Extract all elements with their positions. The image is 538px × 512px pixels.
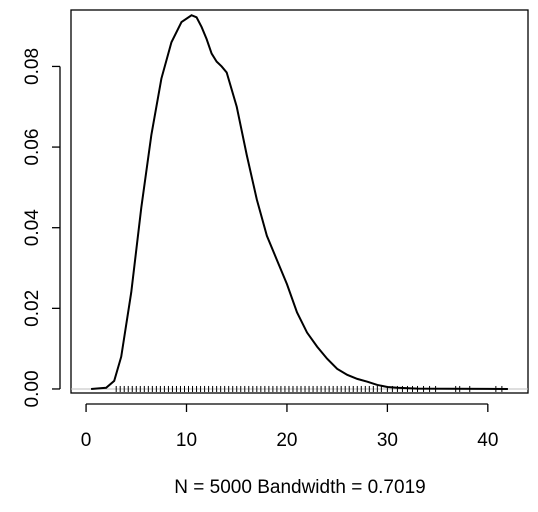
y-tick-label: 0.06 <box>22 129 43 166</box>
x-tick-label: 10 <box>176 430 197 451</box>
x-tick-label: 40 <box>477 430 498 451</box>
x-tick-label: 0 <box>81 430 92 451</box>
x-tick-label: 20 <box>276 430 297 451</box>
plot-frame <box>70 9 529 394</box>
y-tick-label: 0.00 <box>22 370 43 407</box>
y-axis-ticks: 0.00 0.02 0.04 0.06 0.08 <box>22 48 60 407</box>
y-tick-label: 0.08 <box>22 48 43 85</box>
x-axis-label: N = 5000 Bandwidth = 0.7019 <box>174 477 425 498</box>
y-tick-label: 0.04 <box>22 209 43 246</box>
y-tick-label: 0.02 <box>22 290 43 327</box>
density-series-line <box>91 14 508 390</box>
x-tick-label: 30 <box>377 430 398 451</box>
x-axis-ticks: 0 10 20 30 40 <box>81 404 498 451</box>
